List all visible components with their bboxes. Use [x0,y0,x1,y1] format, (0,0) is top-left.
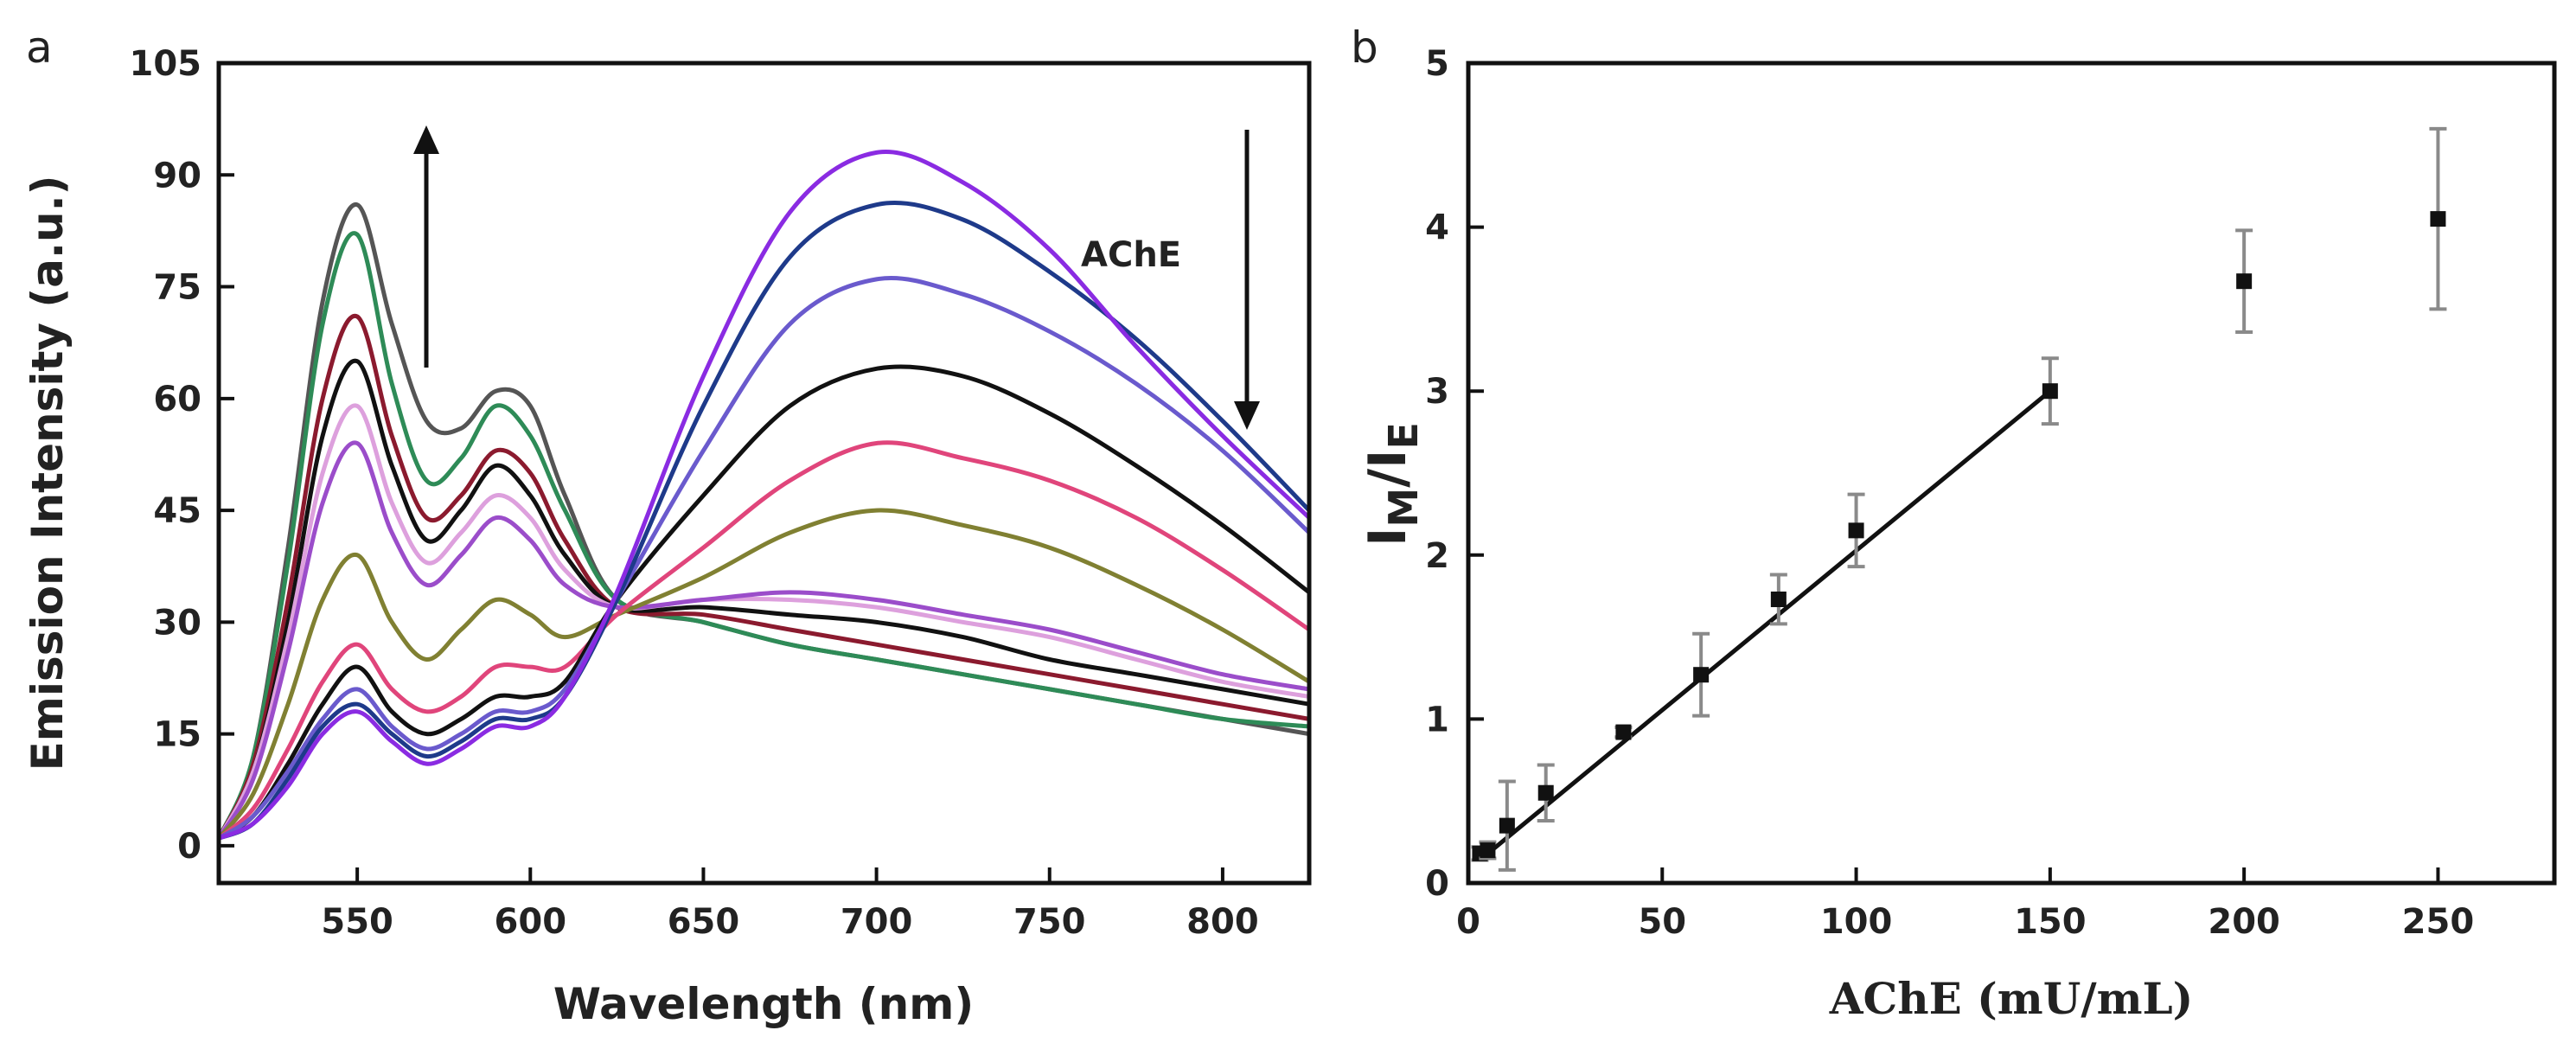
y-tick-label: 15 [153,715,201,755]
b-y-axis-ticks: 0 1 2 3 4 5 [1425,44,1484,904]
b-x-tick-label: 150 [2014,902,2087,942]
increase-arrow [413,125,439,368]
decrease-arrow [1234,130,1260,430]
y-axis-ticks: 0 15 30 45 60 75 90 105 [130,44,234,867]
square-marker [1770,591,1787,607]
b-x-tick-label: 100 [1820,902,1893,942]
spectrum-line-11 [216,201,1312,841]
square-marker [2236,273,2253,290]
data-point [1537,763,1555,822]
b-x-tick-label: 200 [2208,902,2280,942]
x-tick-label: 600 [495,902,567,942]
b-y-tick-label: 2 [1425,536,1449,576]
x-tick-label: 750 [1013,902,1086,942]
x-tick-label: 800 [1186,902,1259,942]
linear-fit-line [1478,389,2052,862]
y-tick-label: 0 [177,827,201,867]
x-axis-title: Wavelength (nm) [553,979,974,1029]
y-title-sep: /I [1358,450,1418,488]
x-axis-ticks: 550 600 650 700 750 800 [321,867,1259,942]
y-tick-label: 30 [153,603,201,643]
b-y-tick-label: 0 [1425,864,1449,904]
spectrum-line-12 [216,149,1312,841]
y-tick-label: 105 [130,44,202,84]
square-marker [1693,667,1710,683]
spectrum-line-3 [216,313,1312,841]
b-y-tick-label: 1 [1425,700,1449,739]
panel-a-label: a [26,22,53,73]
spectrum-line-10 [216,276,1312,841]
spectrum-line-2 [216,231,1312,841]
data-point [2235,228,2253,334]
b-x-tick-label: 0 [1456,902,1480,942]
data-point [1479,840,1497,861]
y-tick-label: 75 [153,268,201,308]
b-y-tick-label: 3 [1425,372,1449,412]
b-y-tick-label: 5 [1425,44,1449,84]
y-title-sub-e: E [1380,422,1427,449]
square-marker [1848,522,1864,539]
b-x-axis-ticks: 0 50 100 150 200 250 [1456,867,2474,942]
data-point [1614,724,1633,740]
spectra-series-group [216,149,1312,841]
panel-b-plot-frame [1466,61,2557,886]
y-tick-label: 45 [153,491,201,531]
square-marker [1480,842,1496,859]
x-tick-label: 550 [321,902,393,942]
panel-a-plot-frame [216,61,1312,886]
data-points-group [1471,126,2447,872]
square-marker [2042,383,2058,400]
y-title-sub-m: M [1380,488,1427,528]
y-axis-title: Emission Intensity (a.u.) [22,176,73,771]
data-point [1847,492,1865,569]
x-tick-label: 700 [841,902,913,942]
square-marker [1499,817,1515,834]
b-x-tick-label: 50 [1638,902,1686,942]
y-title-main: I [1358,528,1418,547]
data-point [1769,573,1787,626]
panel-a-spectra-chart: a 0 15 30 45 60 75 90 105 550 600 650 700 750 800 Em… [22,22,1312,1029]
panel-b-label: b [1351,22,1378,73]
data-point [1498,779,1516,872]
x-tick-label: 650 [668,902,740,942]
panel-b-calibration-chart: b 0 1 2 3 4 5 0 50 100 150 200 250 IM/IE AChE (mU/… [1351,22,2557,1024]
square-marker [1537,784,1554,801]
y-tick-label: 90 [153,156,201,195]
b-y-axis-title: IM/IE [1358,422,1427,547]
b-x-axis-title: AChE (mU/mL) [1829,973,2194,1024]
b-y-tick-label: 4 [1425,208,1449,248]
ache-annotation: AChE [1081,235,1181,275]
square-marker [1615,724,1632,740]
spectrum-line-4 [216,358,1312,841]
y-tick-label: 60 [153,380,201,419]
spectrum-line-5 [216,403,1312,841]
b-x-tick-label: 250 [2402,902,2475,942]
spectrum-line-6 [216,440,1312,841]
data-point [1692,631,1710,718]
spectrum-line-7 [216,508,1312,841]
square-marker [2430,211,2446,227]
data-point [2041,356,2059,426]
data-point [2429,126,2447,311]
